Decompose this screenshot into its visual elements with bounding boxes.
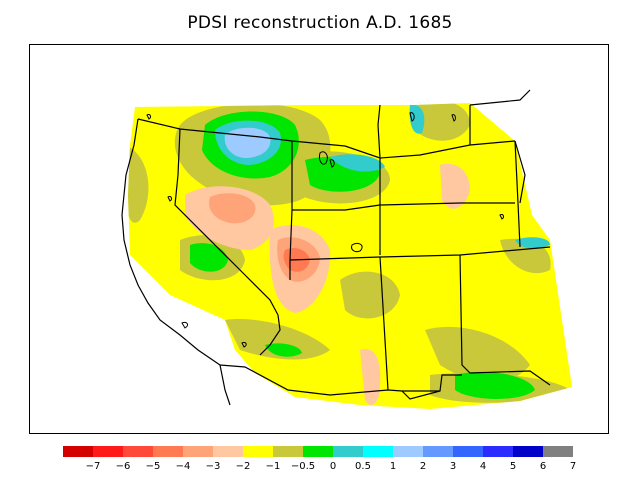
legend-tick-label: −7 bbox=[86, 461, 101, 472]
legend-swatch bbox=[123, 446, 153, 457]
legend-swatch bbox=[423, 446, 453, 457]
lakes bbox=[146, 112, 504, 348]
legend-tick-label: 4 bbox=[480, 461, 486, 472]
color-legend: −7 −6 −5 −4 −3 −2 −1 −0.5 0 0.5 1 2 3 4 5 6 7 bbox=[0, 444, 640, 480]
legend-tick-label: 3 bbox=[450, 461, 456, 472]
legend-swatch bbox=[543, 446, 573, 457]
legend-bar: −7 −6 −5 −4 −3 −2 −1 −0.5 0 0.5 1 2 3 4 5 6 7 bbox=[63, 446, 576, 472]
legend-tick-label: 6 bbox=[540, 461, 546, 472]
legend-swatch bbox=[273, 446, 303, 457]
legend-swatch bbox=[93, 446, 123, 457]
legend-swatch bbox=[303, 446, 333, 457]
legend-tick-label: 0.5 bbox=[355, 461, 371, 472]
legend-tick-label: −6 bbox=[116, 461, 131, 472]
legend-tick-label: 0 bbox=[330, 461, 336, 472]
map-panel bbox=[29, 44, 609, 434]
legend-swatch bbox=[153, 446, 183, 457]
legend-swatch bbox=[333, 446, 363, 457]
state-boundaries bbox=[137, 89, 551, 400]
pdsi-shading bbox=[128, 103, 572, 409]
pdsi-map bbox=[121, 89, 572, 409]
legend-tick-label: −0.5 bbox=[291, 461, 315, 472]
legend-tick-label: 5 bbox=[510, 461, 516, 472]
map-title: PDSI reconstruction A.D. 1685 bbox=[187, 13, 453, 33]
legend-tick-label: −2 bbox=[236, 461, 251, 472]
legend-tick-label: 7 bbox=[570, 461, 576, 472]
coastline bbox=[121, 118, 231, 406]
legend-tick-label: −3 bbox=[206, 461, 221, 472]
legend-tick-label: −5 bbox=[146, 461, 161, 472]
legend-swatch bbox=[63, 446, 93, 457]
legend-swatch bbox=[363, 446, 393, 457]
legend-tick-label: −1 bbox=[266, 461, 281, 472]
legend-swatch bbox=[183, 446, 213, 457]
legend-swatch bbox=[243, 446, 273, 457]
legend-swatch bbox=[393, 446, 423, 457]
legend-swatch bbox=[513, 446, 543, 457]
legend-tick-label: 1 bbox=[390, 461, 396, 472]
legend-swatch bbox=[483, 446, 513, 457]
legend-tick-label: −4 bbox=[176, 461, 191, 472]
legend-tick-label: 2 bbox=[420, 461, 426, 472]
legend-swatch bbox=[453, 446, 483, 457]
legend-swatch bbox=[213, 446, 243, 457]
